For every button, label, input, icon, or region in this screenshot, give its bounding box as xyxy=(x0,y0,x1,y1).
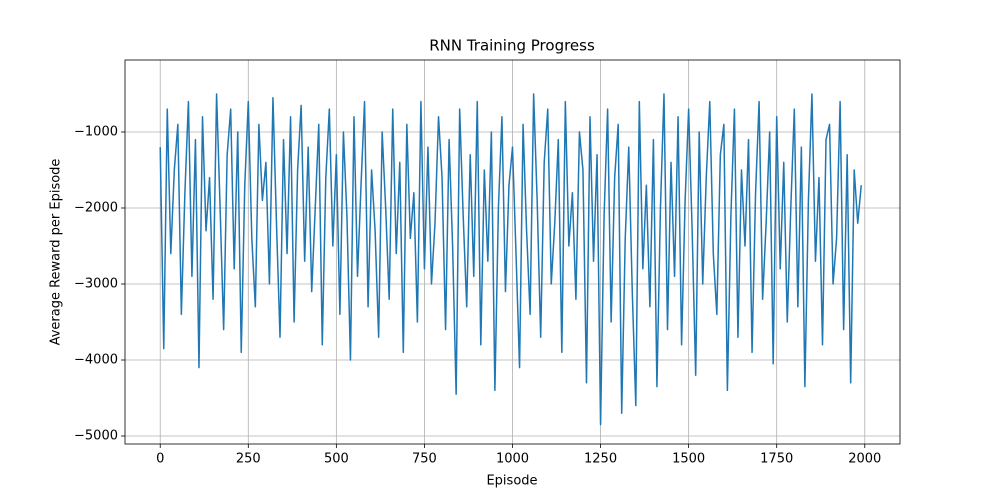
x-tick-label: 1250 xyxy=(584,452,617,467)
x-tick-label: 1500 xyxy=(672,452,705,467)
x-tick-label: 750 xyxy=(412,452,437,467)
x-tick-label: 250 xyxy=(236,452,261,467)
data-line xyxy=(159,93,862,426)
x-tick-label: 2000 xyxy=(848,452,881,467)
y-tick-label: −2000 xyxy=(74,200,118,215)
x-axis-label: Episode xyxy=(486,474,537,489)
x-tick-label: 0 xyxy=(156,452,164,467)
x-tick-label: 500 xyxy=(324,452,349,467)
y-tick-label: −1000 xyxy=(74,124,118,139)
plot-frame xyxy=(124,59,901,445)
y-tick-label: −3000 xyxy=(74,277,118,292)
x-tick-label: 1750 xyxy=(760,452,793,467)
y-tick-label: −4000 xyxy=(74,353,118,368)
y-axis-label: Average Reward per Episode xyxy=(49,159,64,346)
y-tick-label: −5000 xyxy=(74,429,118,444)
chart-title: RNN Training Progress xyxy=(429,37,595,55)
x-tick-label: 1000 xyxy=(496,452,529,467)
